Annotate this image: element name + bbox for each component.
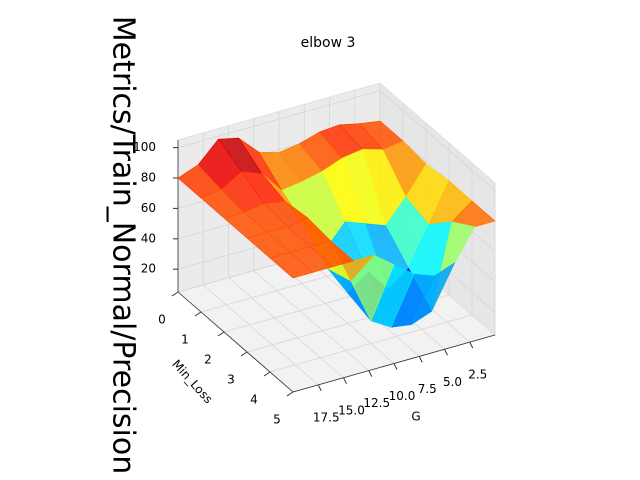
z-axis-label: Metrics/Train_Normal/Precision <box>106 16 141 475</box>
y-tick-label: 0 <box>158 313 166 327</box>
surface <box>177 120 496 328</box>
y-tick <box>240 351 248 357</box>
grid-line <box>177 90 381 148</box>
x-tick <box>343 377 347 384</box>
y-tick <box>194 311 202 317</box>
z-tick-label: 100 <box>133 140 156 154</box>
x-tick <box>444 349 448 356</box>
x-tick-label: 17.5 <box>313 410 340 424</box>
grid-line <box>379 90 496 191</box>
y-tick-label: 3 <box>227 373 235 387</box>
grid-line <box>202 284 319 386</box>
y-tick <box>263 371 271 377</box>
x-tick-label: 2.5 <box>468 368 487 382</box>
z-tick-label: 40 <box>141 231 156 245</box>
y-tick-label: 5 <box>273 413 281 427</box>
chart-title: elbow 3 <box>301 35 356 51</box>
axis-line <box>292 334 496 393</box>
axis-line <box>177 291 294 393</box>
grid-line <box>269 314 473 373</box>
x-tick-label: 12.5 <box>363 396 390 410</box>
y-tick-label: 4 <box>250 393 258 407</box>
z-tick-label: 60 <box>141 201 156 215</box>
x-axis-label: G <box>411 410 420 424</box>
z-tick-label: 20 <box>141 262 156 276</box>
grid-line <box>228 277 344 379</box>
x-tick-label: 15.0 <box>338 403 365 417</box>
x-tick <box>317 384 322 392</box>
x-tick <box>393 363 398 370</box>
x-tick-label: 10.0 <box>389 389 416 403</box>
x-tick-label: 5.0 <box>443 375 462 389</box>
y-tick-label: 2 <box>204 353 212 367</box>
y-tick <box>217 331 225 337</box>
x-tick <box>368 370 373 377</box>
x-tick <box>469 341 474 349</box>
y-tick-label: 1 <box>181 333 189 347</box>
grid-line <box>253 270 370 371</box>
z-tick-label: 80 <box>141 171 156 185</box>
y-tick <box>286 391 294 397</box>
x-tick-label: 7.5 <box>418 382 437 396</box>
y-tick <box>171 291 179 297</box>
x-tick <box>418 356 423 363</box>
grid-line <box>278 263 395 364</box>
surface-cell <box>269 251 314 279</box>
